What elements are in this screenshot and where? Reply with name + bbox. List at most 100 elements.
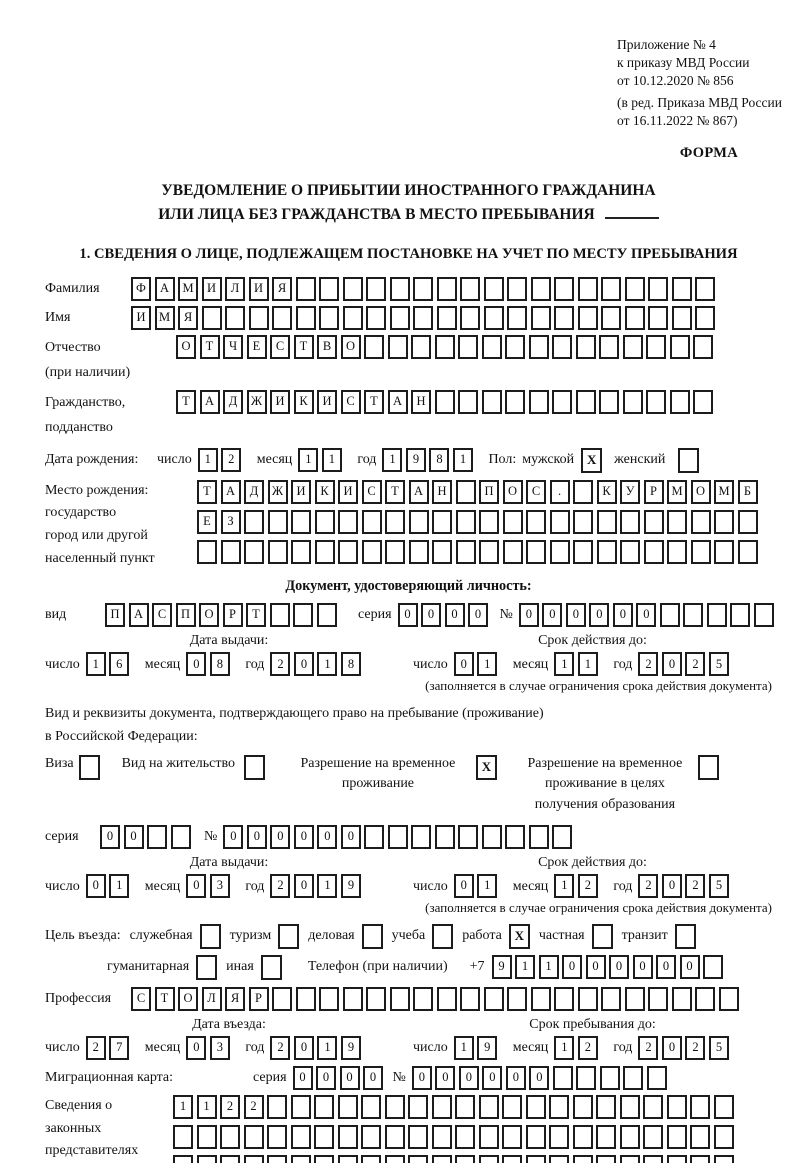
char-cell[interactable]: 2: [270, 1036, 291, 1061]
char-cell[interactable]: 0: [612, 602, 633, 627]
char-cell[interactable]: [648, 305, 668, 330]
char-cell[interactable]: [572, 1155, 593, 1163]
char-cell[interactable]: [549, 539, 570, 564]
char-cell[interactable]: 0: [482, 1066, 503, 1091]
char-cell[interactable]: [314, 1155, 334, 1163]
char-cell[interactable]: 0: [186, 874, 207, 899]
char-cell[interactable]: [552, 824, 573, 849]
purpose-chastnaya-checkbox[interactable]: [591, 923, 613, 949]
char-cell[interactable]: Я: [225, 986, 245, 1011]
char-cell[interactable]: [525, 1125, 546, 1150]
char-cell[interactable]: [455, 1095, 475, 1120]
char-cell[interactable]: [478, 1125, 499, 1150]
char-cell[interactable]: [714, 509, 734, 534]
char-cell[interactable]: И: [248, 276, 269, 301]
char-cell[interactable]: [434, 334, 455, 359]
char-cell[interactable]: 0: [661, 874, 682, 899]
char-cell[interactable]: [384, 1155, 405, 1163]
char-cell[interactable]: 2: [577, 1036, 598, 1061]
char-cell[interactable]: [220, 539, 241, 564]
char-cell[interactable]: [436, 276, 457, 301]
char-cell[interactable]: 1: [196, 1095, 217, 1120]
char-cell[interactable]: 0: [656, 955, 677, 980]
char-cell[interactable]: И: [338, 479, 358, 504]
char-cell[interactable]: 1: [477, 874, 498, 899]
temp-residence-edu-checkbox[interactable]: [697, 754, 719, 780]
char-cell[interactable]: [387, 334, 408, 359]
char-cell[interactable]: [366, 986, 386, 1011]
char-cell[interactable]: [290, 1155, 311, 1163]
char-cell[interactable]: 2: [638, 1036, 659, 1061]
char-cell[interactable]: О: [178, 986, 198, 1011]
char-cell[interactable]: [432, 509, 452, 534]
char-cell[interactable]: 1: [298, 448, 319, 473]
char-cell[interactable]: [479, 509, 499, 534]
char-cell[interactable]: 1: [317, 652, 338, 677]
char-cell[interactable]: [599, 390, 619, 415]
char-cell[interactable]: [737, 539, 758, 564]
char-cell[interactable]: 0: [223, 824, 244, 849]
char-cell[interactable]: Т: [197, 479, 217, 504]
char-cell[interactable]: [505, 334, 525, 359]
char-cell[interactable]: 2: [638, 652, 659, 677]
char-cell[interactable]: [408, 1125, 428, 1150]
char-cell[interactable]: 0: [562, 955, 583, 980]
char-cell[interactable]: 0: [505, 1066, 526, 1091]
char-cell[interactable]: И: [270, 390, 290, 415]
char-cell[interactable]: У: [620, 479, 640, 504]
char-cell[interactable]: 0: [661, 1036, 682, 1061]
char-cell[interactable]: [622, 334, 643, 359]
female-checkbox[interactable]: [678, 447, 700, 473]
char-cell[interactable]: П: [175, 602, 196, 627]
char-cell[interactable]: 1: [85, 652, 106, 677]
char-cell[interactable]: [669, 334, 690, 359]
char-cell[interactable]: [387, 824, 408, 849]
char-cell[interactable]: С: [526, 479, 546, 504]
char-cell[interactable]: 6: [109, 652, 130, 677]
char-cell[interactable]: [314, 1125, 334, 1150]
char-cell[interactable]: [267, 539, 288, 564]
char-cell[interactable]: 2: [243, 1095, 264, 1120]
char-cell[interactable]: 0: [679, 955, 700, 980]
purpose-gumanitarnaya-checkbox[interactable]: [196, 954, 218, 980]
char-cell[interactable]: Л: [225, 276, 245, 301]
char-cell[interactable]: [530, 305, 551, 330]
char-cell[interactable]: [573, 539, 593, 564]
char-cell[interactable]: [316, 602, 337, 627]
char-cell[interactable]: 1: [109, 874, 130, 899]
char-cell[interactable]: 2: [638, 874, 659, 899]
char-cell[interactable]: [272, 305, 292, 330]
char-cell[interactable]: [361, 1125, 381, 1150]
char-cell[interactable]: [314, 1095, 334, 1120]
char-cell[interactable]: [671, 986, 692, 1011]
char-cell[interactable]: 1: [538, 955, 559, 980]
char-cell[interactable]: [432, 539, 452, 564]
char-cell[interactable]: 0: [246, 824, 267, 849]
char-cell[interactable]: [666, 1155, 687, 1163]
char-cell[interactable]: Р: [248, 986, 269, 1011]
char-cell[interactable]: 5: [708, 874, 729, 899]
char-cell[interactable]: [690, 1095, 710, 1120]
char-cell[interactable]: [646, 390, 666, 415]
char-cell[interactable]: Л: [201, 986, 222, 1011]
char-cell[interactable]: [342, 986, 363, 1011]
char-cell[interactable]: [526, 509, 546, 534]
char-cell[interactable]: [646, 334, 666, 359]
char-cell[interactable]: 0: [270, 824, 291, 849]
char-cell[interactable]: [577, 276, 598, 301]
char-cell[interactable]: [624, 276, 645, 301]
char-cell[interactable]: 0: [453, 874, 474, 899]
char-cell[interactable]: [319, 986, 339, 1011]
char-cell[interactable]: .: [549, 479, 570, 504]
char-cell[interactable]: 0: [435, 1066, 456, 1091]
char-cell[interactable]: М: [178, 276, 198, 301]
char-cell[interactable]: 0: [518, 602, 539, 627]
char-cell[interactable]: [366, 276, 386, 301]
char-cell[interactable]: [170, 824, 191, 849]
char-cell[interactable]: [528, 390, 549, 415]
char-cell[interactable]: [389, 305, 410, 330]
residence-card-checkbox[interactable]: [243, 754, 265, 780]
char-cell[interactable]: [431, 1155, 452, 1163]
char-cell[interactable]: 0: [585, 955, 606, 980]
char-cell[interactable]: [525, 1155, 546, 1163]
